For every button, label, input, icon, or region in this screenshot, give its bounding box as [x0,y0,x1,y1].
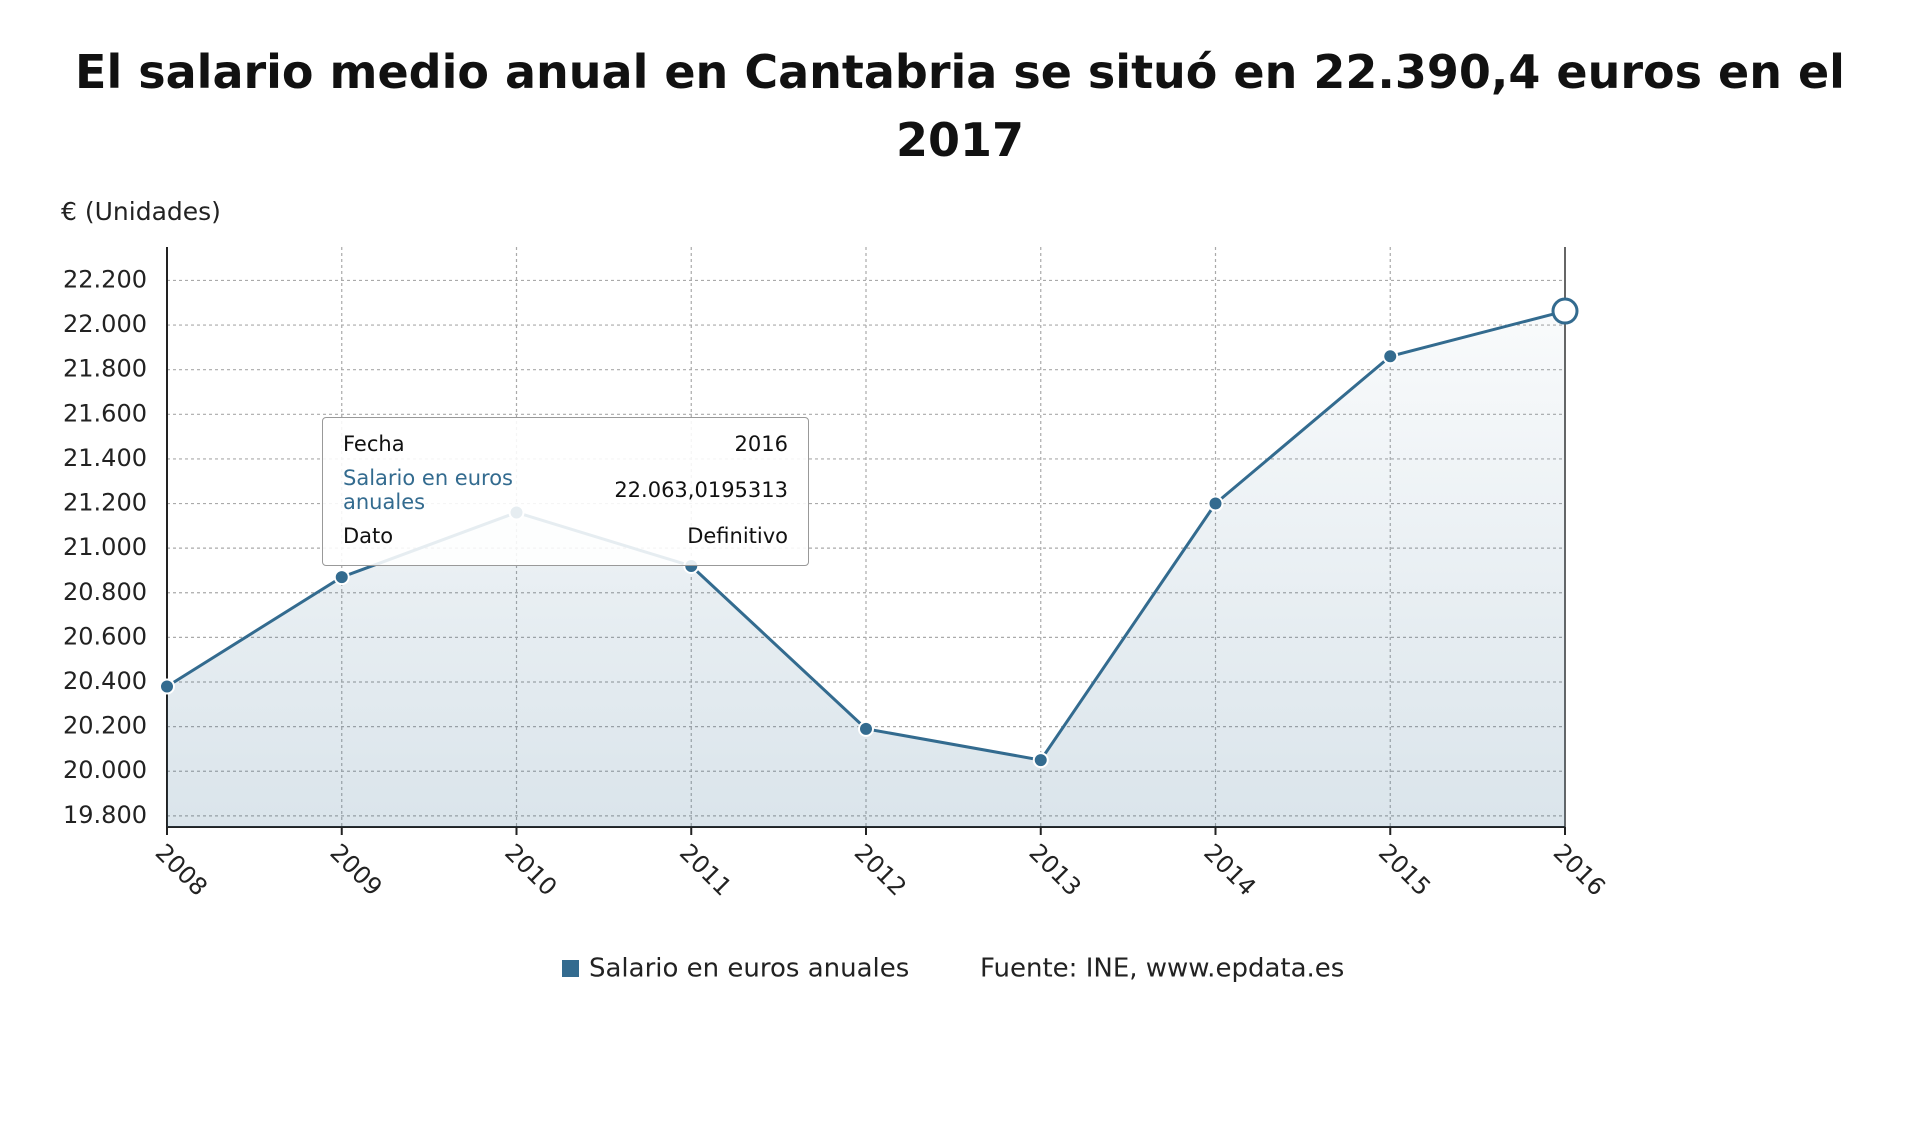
x-tick-label: 2009 [325,838,388,901]
point [333,569,350,586]
y-tick-label: 20.200 [63,712,147,740]
tooltip: Fecha 2016 Salario en euros anuales 22.063,… [322,417,809,566]
chart-title: El salario medio anual en Cantabria se s… [75,45,1845,167]
y-tick-label: 20.800 [63,578,147,606]
y-tick-label: 20.000 [63,756,147,784]
tooltip-row: Dato Definitivo [343,524,788,548]
tooltip-label: Salario en euros anuales [343,466,513,514]
tooltip-value: Definitivo [687,524,788,548]
y-tick-label: 20.400 [63,667,147,695]
y-axis-label: € (Unidades) [61,197,221,226]
point [1207,495,1224,512]
point [1551,297,1579,325]
point [858,720,874,737]
x-tick-label: 2014 [1198,838,1261,901]
tooltip-value: 2016 [734,432,788,456]
point [159,678,175,695]
x-tick-label: 2015 [1373,838,1436,901]
y-tick-label: 21.000 [63,533,147,561]
tooltip-label: Dato [343,524,394,548]
x-tick-label: 2011 [674,838,737,901]
tooltip-value: 22.063,0195313 [614,478,788,502]
x-tick-label: 2016 [1548,838,1611,901]
x-tick-label: 2008 [150,838,213,901]
point [1382,348,1399,365]
area [167,311,1565,828]
y-tick-label: 21.800 [63,355,147,383]
x-tick-label: 2013 [1024,838,1087,901]
y-tick-label: 19.800 [63,801,147,829]
tooltip-row: Salario en euros anuales 22.063,0195313 [343,466,788,514]
y-tick-label: 21.400 [63,444,147,472]
y-tick-label: 21.200 [63,489,147,517]
tooltip-label: Fecha [343,432,405,456]
y-tick-label: 20.600 [63,622,147,650]
tooltip-row: Fecha 2016 [343,432,788,456]
y-tick-label: 22.200 [63,265,147,293]
x-tick-label: 2010 [499,838,562,901]
legend-label: Salario en euros anuales [589,954,909,984]
legend-swatch [562,960,579,977]
point [1032,752,1049,769]
x-tick-label: 2012 [849,838,912,901]
source: Fuente: INE, www.epdata.es [980,954,1344,984]
y-tick-label: 21.600 [63,399,147,427]
y-tick-label: 22.000 [63,310,147,338]
